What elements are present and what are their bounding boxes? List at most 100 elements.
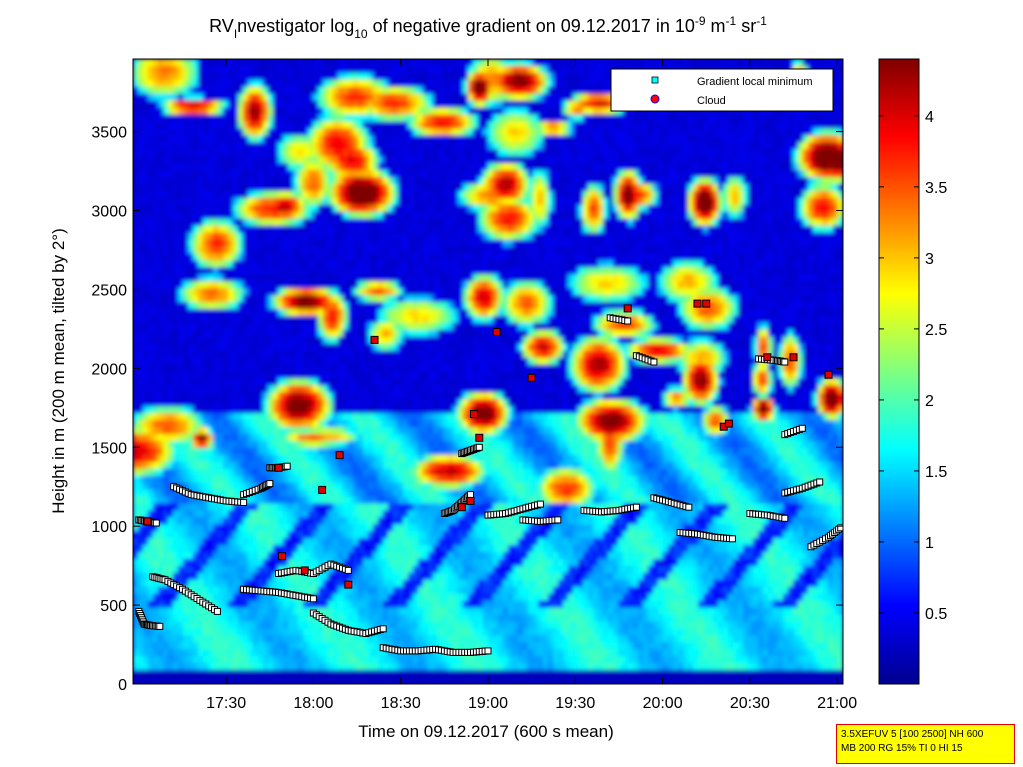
heatmap-cell [373, 79, 379, 88]
heatmap-cell [418, 239, 424, 248]
heatmap-cell [598, 246, 604, 255]
heatmap-cell [418, 149, 424, 157]
heatmap-cell [553, 253, 559, 261]
heatmap-cell [503, 86, 509, 95]
heatmap-cell [753, 184, 759, 192]
heatmap-cell [443, 225, 449, 234]
heatmap-cell [278, 239, 284, 248]
heatmap-cell [693, 197, 699, 206]
heatmap-cell [678, 295, 684, 303]
heatmap-cell [528, 184, 534, 192]
heatmap-cell [198, 128, 204, 136]
heatmap-cell [703, 225, 709, 234]
heatmap-cell [468, 232, 474, 241]
heatmap-cell [538, 260, 544, 268]
heatmap-cell [323, 156, 329, 164]
heatmap-cell [443, 190, 449, 199]
heatmap-cell [683, 225, 689, 234]
heatmap-cell [718, 204, 724, 213]
heatmap-cell [268, 107, 274, 116]
heatmap-cell [443, 72, 449, 81]
heatmap-cell [703, 204, 709, 213]
heatmap-cell [163, 170, 169, 178]
heatmap-cell [188, 107, 194, 116]
heatmap-cell [553, 190, 559, 199]
heatmap-cell [583, 149, 589, 157]
heatmap-cell [253, 239, 259, 248]
heatmap-cell [688, 128, 694, 136]
heatmap-cell [738, 246, 744, 255]
heatmap-cell [753, 211, 759, 220]
heatmap-cell [433, 65, 439, 74]
heatmap-cell [728, 114, 734, 123]
heatmap-cell [218, 163, 224, 171]
heatmap-cell [298, 170, 304, 178]
heatmap-cell [583, 295, 589, 303]
heatmap-cell [448, 65, 454, 74]
heatmap-cell [358, 156, 364, 164]
heatmap-cell [213, 274, 219, 282]
heatmap-cell [468, 295, 474, 303]
heatmap-cell [408, 170, 414, 178]
heatmap-cell [538, 114, 544, 123]
heatmap-cell [208, 232, 214, 241]
heatmap-cell [578, 197, 584, 206]
heatmap-cell [838, 93, 843, 102]
heatmap-cell [538, 79, 544, 88]
heatmap-cell [233, 218, 239, 227]
heatmap-cell [303, 295, 309, 303]
heatmap-cell [633, 170, 639, 178]
heatmap-cell [638, 135, 644, 143]
heatmap-cell [468, 149, 474, 157]
heatmap-cell [173, 93, 179, 102]
heatmap-cell [838, 128, 843, 136]
heatmap-cell [773, 59, 779, 67]
heatmap-cell [573, 128, 579, 136]
heatmap-cell [808, 59, 814, 67]
heatmap-cell [243, 59, 249, 67]
heatmap-cell [143, 86, 149, 95]
heatmap-cell [563, 218, 569, 227]
heatmap-cell [398, 184, 404, 192]
heatmap-cell [193, 149, 199, 157]
heatmap-cell [173, 170, 179, 178]
heatmap-cell [338, 86, 344, 95]
heatmap-cell [753, 232, 759, 241]
heatmap-cell [468, 93, 474, 102]
heatmap-cell [513, 114, 519, 123]
heatmap-cell [703, 190, 709, 199]
heatmap-cell [603, 295, 609, 303]
heatmap-cell [778, 142, 784, 150]
heatmap-cell [218, 107, 224, 116]
heatmap-cell [438, 239, 444, 248]
heatmap-cell [658, 135, 664, 143]
heatmap-cell [638, 246, 644, 255]
heatmap-cell [663, 163, 669, 171]
heatmap-cell [598, 107, 604, 116]
heatmap-cell [643, 184, 649, 192]
heatmap-cell [358, 128, 364, 136]
heatmap-cell [768, 246, 774, 255]
heatmap-cell [528, 225, 534, 234]
heatmap-cell [813, 177, 819, 185]
heatmap-cell [568, 65, 574, 74]
heatmap-cell [538, 107, 544, 116]
heatmap-cell [343, 281, 349, 289]
heatmap-cell [243, 65, 249, 74]
heatmap-cell [233, 163, 239, 171]
heatmap-cell [338, 246, 344, 255]
heatmap-cell [433, 93, 439, 102]
heatmap-cell [353, 135, 359, 143]
heatmap-cell [568, 281, 574, 289]
heatmap-cell [533, 79, 539, 88]
heatmap-cell [163, 86, 169, 95]
heatmap-cell [328, 225, 334, 234]
heatmap-cell [588, 253, 594, 261]
heatmap-cell [238, 211, 244, 220]
heatmap-cell [818, 114, 824, 123]
heatmap-cell [783, 59, 789, 67]
heatmap-cell [808, 197, 814, 206]
heatmap-cell [423, 107, 429, 116]
heatmap-cell [253, 93, 259, 102]
heatmap-cell [493, 232, 499, 241]
